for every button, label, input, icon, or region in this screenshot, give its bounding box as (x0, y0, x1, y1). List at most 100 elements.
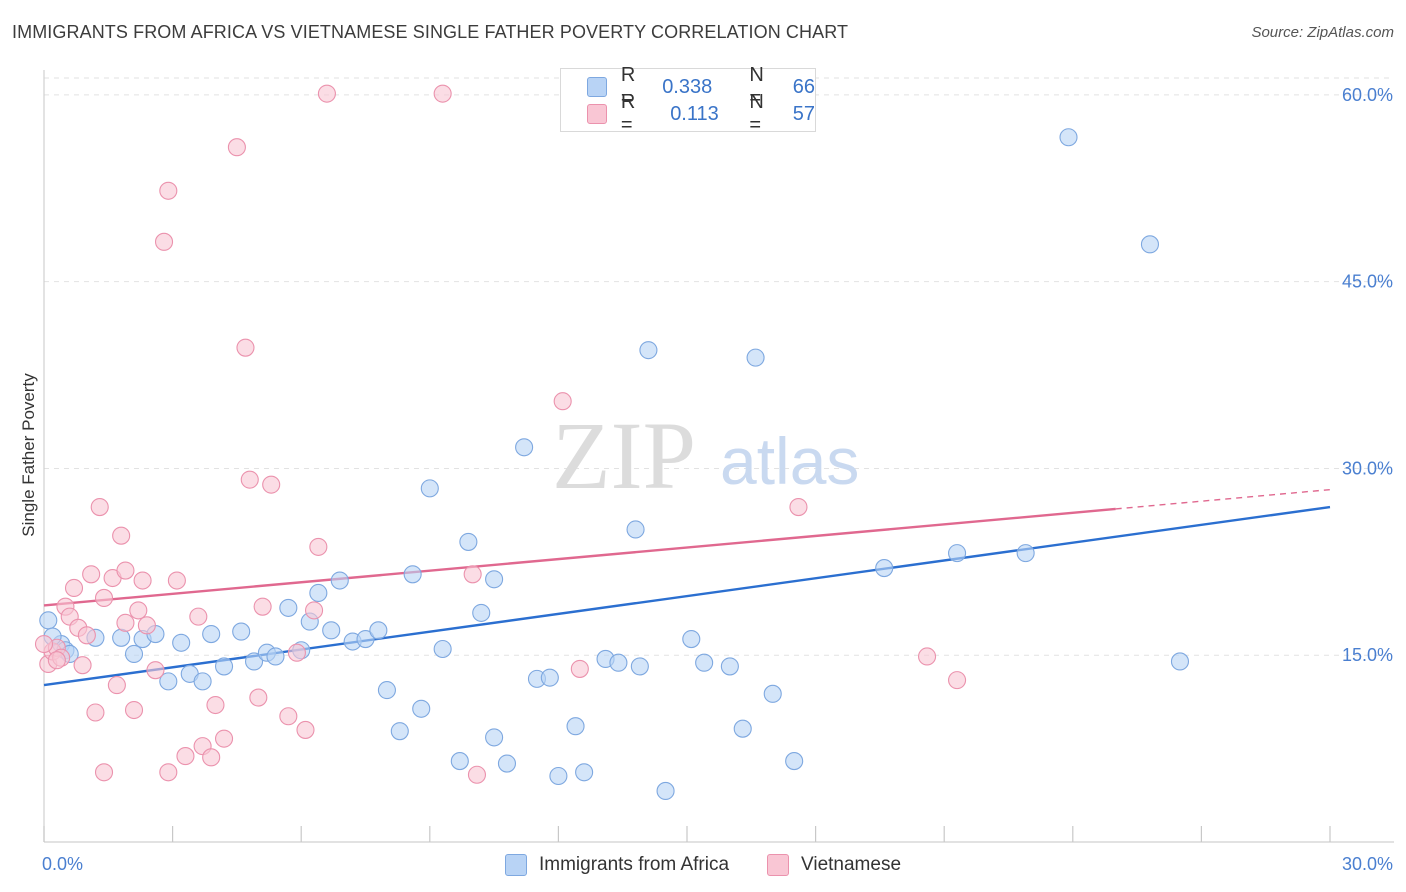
point-vietnamese (214, 729, 234, 748)
point-africa (485, 570, 504, 589)
point-vietnamese (34, 634, 54, 654)
point-vietnamese (236, 338, 255, 357)
legend-item-africa[interactable]: Immigrants from Africa (504, 854, 730, 876)
legend-n-label: N = (749, 91, 764, 136)
point-africa (112, 628, 131, 647)
point-africa (232, 622, 251, 641)
grid-lines (44, 77, 1394, 656)
point-africa (244, 652, 264, 671)
point-vietnamese (107, 676, 126, 695)
point-africa (472, 603, 491, 622)
legend-r-value: 0.113 (670, 102, 719, 125)
legend-n-label: N = (749, 64, 764, 109)
point-africa (309, 583, 328, 603)
x-tick-label: 30.0% (1342, 854, 1393, 874)
point-africa (377, 681, 396, 700)
legend-label-vietnamese: Vietnamese (801, 854, 902, 875)
point-africa (733, 719, 752, 738)
point-africa (459, 532, 478, 551)
point-africa (639, 341, 658, 360)
legend-swatch-africa (587, 77, 607, 97)
point-africa (785, 752, 804, 771)
point-vietnamese (159, 763, 178, 782)
point-africa (390, 722, 409, 741)
point-africa (1170, 652, 1190, 671)
point-vietnamese (249, 688, 268, 707)
point-vietnamese (94, 588, 114, 607)
point-vietnamese (167, 571, 186, 590)
point-vietnamese (154, 232, 174, 251)
chart-source: Source: ZipAtlas.com (1251, 24, 1394, 41)
point-vietnamese (116, 613, 135, 632)
point-africa (330, 571, 349, 590)
legend-n-value: 57 (792, 102, 815, 125)
point-vietnamese (112, 526, 131, 545)
point-vietnamese (463, 565, 482, 584)
point-vietnamese (47, 651, 66, 670)
point-africa (433, 639, 452, 659)
point-africa (720, 657, 739, 676)
point-vietnamese (146, 661, 165, 680)
point-vietnamese (287, 643, 306, 662)
point-africa (159, 672, 178, 691)
point-vietnamese (176, 747, 195, 766)
legend-item-vietnamese[interactable]: Vietnamese (767, 854, 901, 876)
point-vietnamese (133, 571, 152, 590)
point-africa (214, 657, 234, 676)
point-africa (1059, 128, 1078, 147)
point-africa (266, 647, 285, 666)
point-vietnamese (82, 565, 101, 584)
point-vietnamese (433, 84, 452, 103)
point-vietnamese (86, 703, 105, 722)
point-vietnamese (789, 498, 808, 517)
point-africa (172, 633, 191, 652)
watermark-zip: ZIP (552, 402, 696, 509)
legend-r-value: 0.338 (662, 75, 713, 98)
legend-swatch-vietnamese (767, 854, 790, 876)
point-africa (566, 717, 585, 736)
point-vietnamese (948, 671, 967, 690)
point-africa (193, 672, 212, 691)
y-tick-label: 30.0% (1342, 458, 1393, 478)
point-africa (695, 653, 714, 672)
y-tick-label: 45.0% (1342, 272, 1393, 292)
point-vietnamese (116, 561, 135, 580)
point-africa (746, 348, 765, 367)
trend-lines (43, 488, 1331, 687)
legend-swatch-africa (504, 854, 527, 876)
legend-label-africa: Immigrants from Africa (538, 854, 730, 875)
y-tick-label: 15.0% (1342, 645, 1393, 665)
point-vietnamese (206, 695, 225, 715)
point-vietnamese (305, 601, 324, 620)
watermark-atlas: atlas (720, 424, 859, 498)
point-vietnamese (64, 578, 84, 598)
series-legend: Immigrants from Africa Vietnamese (0, 850, 1406, 880)
point-vietnamese (317, 84, 336, 103)
point-africa (1016, 544, 1035, 563)
point-vietnamese (309, 537, 328, 556)
chart-title: IMMIGRANTS FROM AFRICA VS VIETNAMESE SIN… (12, 22, 849, 42)
point-vietnamese (137, 616, 156, 635)
point-vietnamese (240, 470, 259, 489)
point-africa (450, 752, 469, 771)
point-africa (403, 565, 422, 584)
stats-legend: R = 0.338 N = 66 R = 0.113 N = 57 (560, 64, 816, 136)
point-africa (412, 699, 431, 718)
point-africa (356, 629, 375, 649)
point-africa (682, 629, 701, 649)
y-tick-label: 60.0% (1342, 85, 1393, 105)
legend-r-label: R = (620, 91, 636, 136)
point-africa (369, 621, 388, 640)
point-africa (549, 766, 568, 786)
point-africa (420, 479, 439, 498)
point-vietnamese (159, 181, 178, 200)
point-vietnamese (202, 748, 221, 767)
point-vietnamese (296, 720, 315, 739)
point-vietnamese (553, 392, 572, 411)
point-africa (322, 621, 341, 640)
point-africa (656, 781, 675, 800)
point-vietnamese (253, 597, 272, 616)
point-vietnamese (227, 138, 246, 157)
point-vietnamese (279, 707, 298, 726)
point-vietnamese (570, 659, 589, 678)
